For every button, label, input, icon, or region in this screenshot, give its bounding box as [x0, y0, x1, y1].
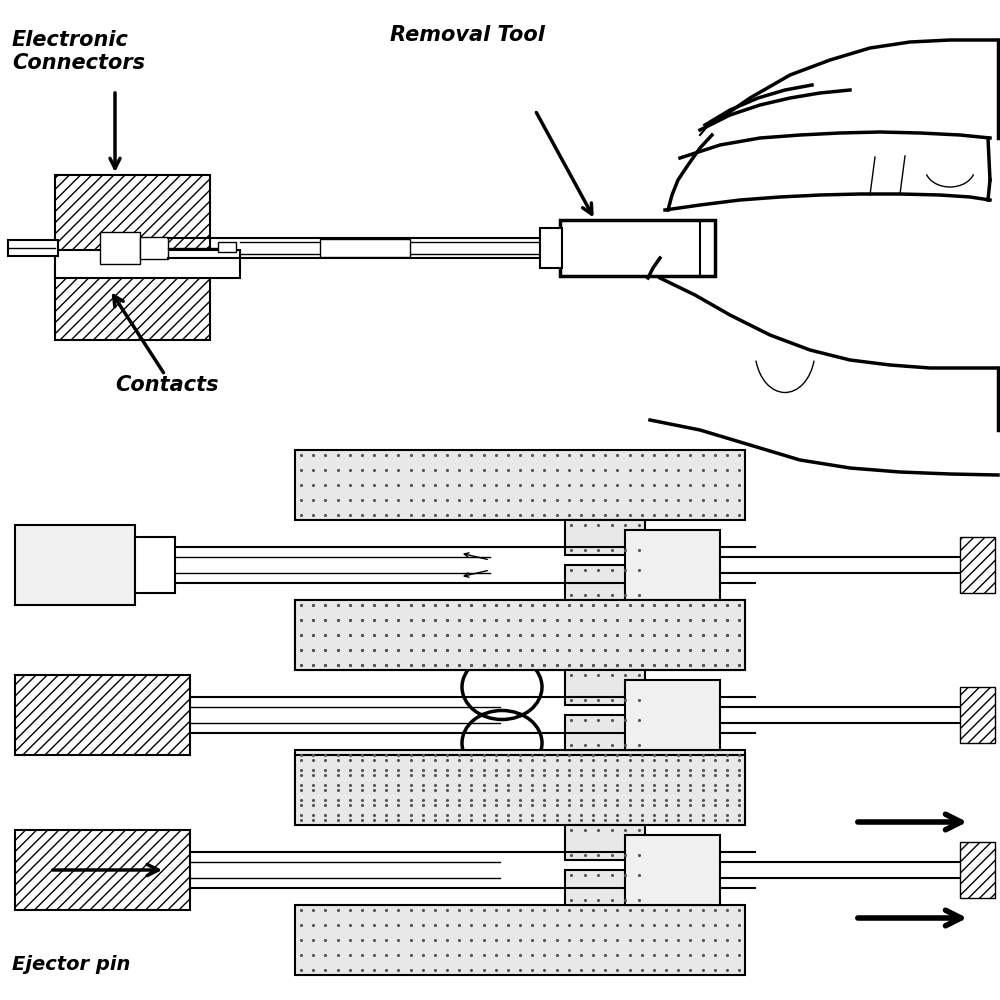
Bar: [15, 830, 190, 910]
Text: Electronic
Connectors: Electronic Connectors: [12, 30, 145, 73]
Bar: [960, 687, 995, 743]
Bar: [565, 870, 645, 905]
Bar: [625, 835, 720, 905]
Bar: [295, 600, 745, 670]
Bar: [295, 750, 745, 820]
Bar: [15, 675, 190, 755]
Bar: [135, 537, 175, 593]
Bar: [565, 715, 645, 750]
Bar: [295, 755, 745, 825]
Bar: [565, 565, 645, 600]
Bar: [320, 239, 410, 257]
Bar: [140, 237, 168, 259]
Bar: [295, 600, 745, 670]
Bar: [55, 175, 210, 255]
Bar: [540, 228, 562, 268]
Bar: [295, 450, 745, 520]
Bar: [560, 220, 715, 276]
Bar: [15, 525, 135, 605]
Bar: [295, 905, 745, 975]
Bar: [625, 680, 720, 750]
Bar: [100, 232, 140, 264]
Bar: [55, 265, 210, 340]
Bar: [960, 537, 995, 593]
Bar: [960, 842, 995, 898]
Bar: [55, 250, 240, 278]
Bar: [625, 530, 720, 600]
Bar: [218, 242, 236, 252]
Text: Ejector pin: Ejector pin: [12, 955, 130, 974]
Bar: [8, 240, 58, 256]
Bar: [565, 825, 645, 860]
Text: Removal Tool: Removal Tool: [390, 25, 545, 45]
Text: Contacts: Contacts: [115, 375, 218, 395]
Bar: [565, 520, 645, 555]
Bar: [565, 670, 645, 705]
